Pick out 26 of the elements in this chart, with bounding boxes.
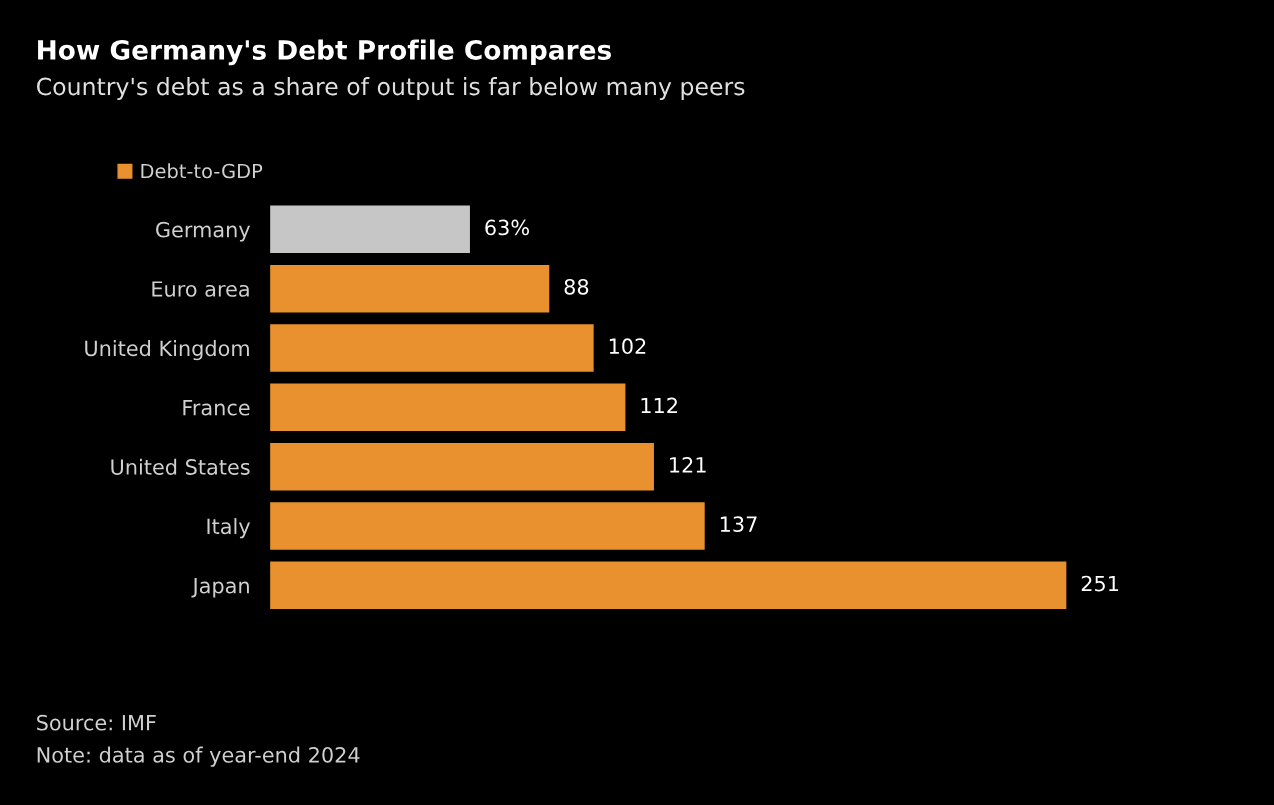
legend-label: Debt-to-GDP (141, 163, 263, 179)
data-label: 121 (670, 456, 706, 473)
y-tick-label: Euro area (152, 281, 249, 297)
bar (270, 561, 1067, 610)
data-label: 137 (720, 516, 757, 533)
y-tick-label: France (183, 400, 250, 416)
bar (270, 324, 594, 372)
y-tick-label: Italy (207, 518, 251, 539)
bar (270, 264, 550, 313)
chart-subtitle: Country's debt as a share of output is far below many peers (37, 77, 745, 100)
data-label: 251 (1081, 575, 1119, 592)
data-label: 112 (641, 397, 677, 414)
data-label: 63% (485, 219, 529, 236)
y-tick-label: United Kingdom (85, 340, 249, 361)
y-tick-label: Germany (156, 221, 251, 242)
data-label: 102 (609, 338, 646, 355)
source-note: Source: IMF (37, 714, 156, 731)
data-label: 88 (564, 278, 589, 295)
bar (270, 205, 470, 254)
bar (270, 442, 654, 491)
y-tick-label: United States (111, 458, 250, 475)
text: Note: data as of year-end 2024 (37, 746, 360, 767)
bar (270, 502, 705, 550)
y-tick-label: Japan (191, 578, 249, 598)
bar (270, 383, 626, 432)
chart-title: How Germany's Debt Profile Compares (38, 39, 611, 66)
